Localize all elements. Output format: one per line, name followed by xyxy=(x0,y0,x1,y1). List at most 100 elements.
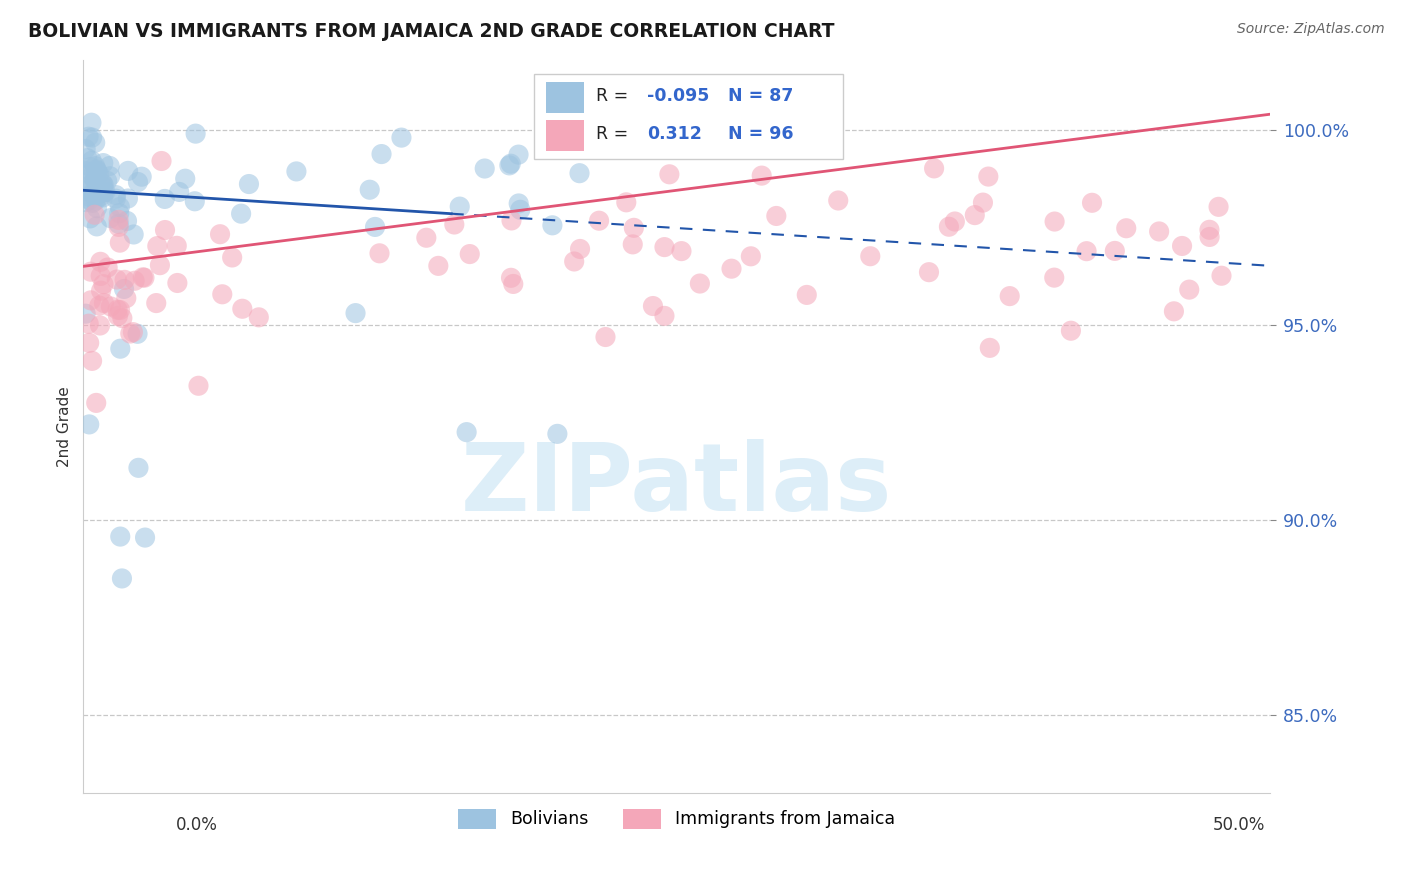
Point xyxy=(146,239,169,253)
Point xyxy=(963,208,986,222)
Point xyxy=(1198,223,1220,237)
Point xyxy=(344,306,367,320)
Point xyxy=(1115,221,1137,235)
Point xyxy=(247,310,270,325)
Point xyxy=(91,156,114,170)
Point xyxy=(111,311,134,326)
Point xyxy=(80,293,103,308)
Point xyxy=(89,255,111,269)
Point xyxy=(167,185,190,199)
Point xyxy=(796,288,818,302)
Point xyxy=(501,213,523,227)
Text: 50.0%: 50.0% xyxy=(1213,816,1265,834)
Point xyxy=(108,235,131,250)
Point xyxy=(75,179,97,194)
Text: BOLIVIAN VS IMMIGRANTS FROM JAMAICA 2ND GRADE CORRELATION CHART: BOLIVIAN VS IMMIGRANTS FROM JAMAICA 2ND … xyxy=(28,22,835,41)
Point xyxy=(77,417,100,432)
Point xyxy=(285,164,308,178)
Point xyxy=(1076,244,1098,259)
Point xyxy=(474,161,496,176)
Point xyxy=(221,251,243,265)
Point xyxy=(391,130,413,145)
Point xyxy=(1198,230,1220,244)
Point xyxy=(498,158,520,172)
Point xyxy=(86,162,108,177)
Point xyxy=(153,192,176,206)
Point xyxy=(107,309,129,323)
Text: R =: R = xyxy=(596,126,634,144)
Point xyxy=(174,171,197,186)
Point xyxy=(621,237,644,252)
Point xyxy=(458,247,481,261)
Point xyxy=(94,185,117,199)
Point xyxy=(82,195,104,210)
Point xyxy=(75,307,97,321)
Point xyxy=(89,318,111,333)
Text: N = 87: N = 87 xyxy=(728,87,793,105)
Point xyxy=(502,277,524,291)
Text: Source: ZipAtlas.com: Source: ZipAtlas.com xyxy=(1237,22,1385,37)
Point xyxy=(107,219,129,234)
Point xyxy=(124,274,146,288)
FancyBboxPatch shape xyxy=(546,120,583,152)
Point xyxy=(127,326,149,341)
Point xyxy=(98,169,121,184)
Point xyxy=(456,425,478,439)
Point xyxy=(1060,324,1083,338)
Point xyxy=(546,426,568,441)
Point xyxy=(1043,270,1066,285)
Point xyxy=(145,296,167,310)
Text: R =: R = xyxy=(596,87,634,105)
Text: 0.312: 0.312 xyxy=(647,126,702,144)
Point xyxy=(569,242,592,256)
Point xyxy=(508,147,530,161)
Point xyxy=(508,196,530,211)
FancyBboxPatch shape xyxy=(546,82,583,113)
Point xyxy=(740,249,762,263)
Point xyxy=(75,164,97,178)
Point xyxy=(82,179,104,194)
Point xyxy=(1171,239,1194,253)
Point xyxy=(110,342,132,356)
Point xyxy=(107,217,129,231)
Text: -0.095: -0.095 xyxy=(647,87,710,105)
Point xyxy=(77,317,100,331)
Point xyxy=(671,244,693,259)
Point xyxy=(80,153,103,168)
Point xyxy=(938,219,960,234)
Point xyxy=(80,116,103,130)
Point xyxy=(83,208,105,222)
Point xyxy=(108,200,131,214)
Point xyxy=(166,239,188,253)
Point xyxy=(114,273,136,287)
Point xyxy=(104,192,127,206)
Point xyxy=(84,194,107,208)
Point xyxy=(108,206,131,220)
Point xyxy=(1081,195,1104,210)
Point xyxy=(79,193,101,207)
Point xyxy=(117,192,139,206)
Point xyxy=(370,147,392,161)
Point xyxy=(77,335,100,350)
Point xyxy=(654,309,676,323)
Point xyxy=(166,276,188,290)
Point xyxy=(720,261,742,276)
Point xyxy=(1104,244,1126,258)
Point xyxy=(90,268,112,283)
Point xyxy=(80,130,103,145)
Point xyxy=(91,178,114,193)
Point xyxy=(90,284,112,298)
Point xyxy=(184,194,207,209)
Point xyxy=(998,289,1021,303)
Point xyxy=(115,214,138,228)
Point xyxy=(79,167,101,181)
Point xyxy=(127,175,149,189)
Point xyxy=(117,164,139,178)
Point xyxy=(84,396,107,410)
Point xyxy=(134,531,156,545)
Point xyxy=(658,167,681,181)
Point xyxy=(368,246,391,260)
Point xyxy=(1178,283,1201,297)
Point xyxy=(93,178,115,192)
Point xyxy=(229,207,252,221)
